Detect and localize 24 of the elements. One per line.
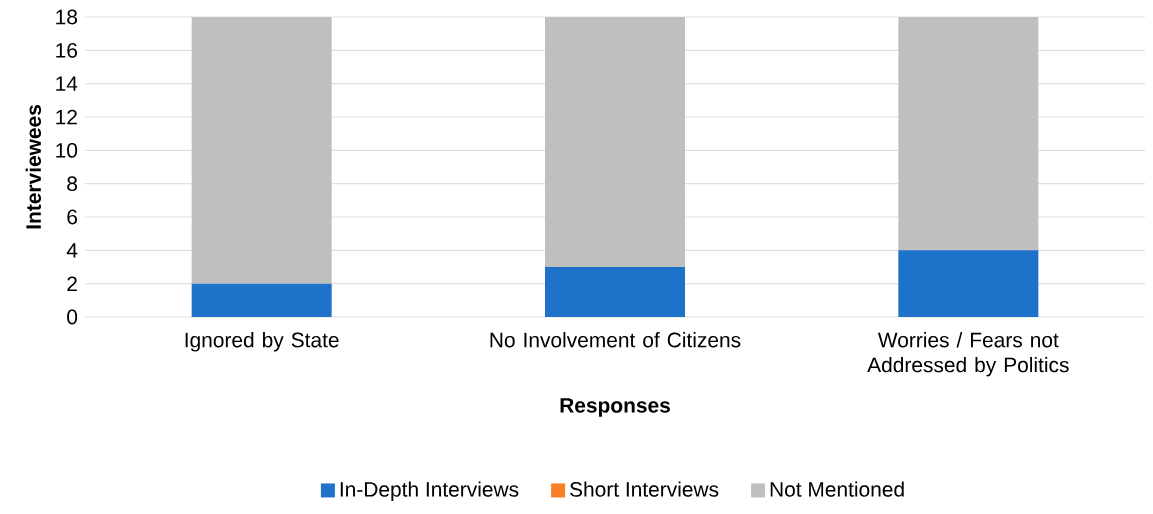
y-tick-label: 16 xyxy=(56,42,78,58)
x-tick-label: Ignored by State xyxy=(185,332,339,352)
bar xyxy=(191,17,332,284)
y-tick-label: 6 xyxy=(67,209,78,225)
x-tick-label: Worries / Fears not Addressed by Politics xyxy=(867,332,1069,377)
bar xyxy=(545,17,685,267)
y-tick-label: 14 xyxy=(56,76,78,91)
x-axis-title: Responses xyxy=(560,398,670,417)
y-tick-label: 8 xyxy=(67,176,78,192)
y-tick-label: 4 xyxy=(66,243,78,258)
x-tick-label: No Involvement of Citizens xyxy=(490,332,741,348)
y-tick-label: 2 xyxy=(67,276,77,291)
legend-label: Short Interviews xyxy=(570,481,719,497)
legend-label: Not Mentioned xyxy=(770,481,904,497)
y-tick-label: 0 xyxy=(67,309,78,325)
bar xyxy=(545,267,685,317)
y-axis-title: Interviewees xyxy=(25,105,42,229)
y-tick-label: 10 xyxy=(56,142,78,158)
bar xyxy=(898,250,1039,317)
y-tick-label: 12 xyxy=(56,109,77,125)
legend-label: In-Depth Interviews xyxy=(340,481,519,501)
bar xyxy=(191,283,332,317)
y-tick-label: 18 xyxy=(56,9,78,25)
bar xyxy=(898,17,1039,251)
